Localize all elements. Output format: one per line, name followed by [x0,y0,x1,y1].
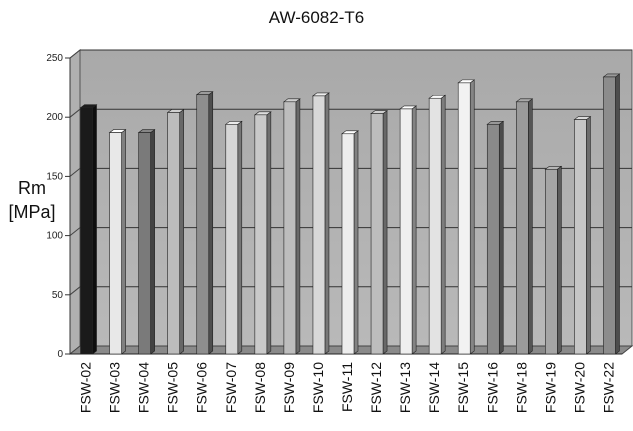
bar-side [295,98,301,355]
x-tick-label: FSW-14 [426,362,442,413]
side-wall [69,48,81,356]
bar-side [440,94,446,355]
bar [574,119,587,355]
y-tick-label: 150 [46,171,63,182]
y-tick-label: 50 [52,290,64,301]
bar-side [179,108,184,355]
x-tick-label: FSW-12 [368,362,384,413]
bar-side [324,92,330,355]
bar [225,124,239,355]
bar-side [92,104,97,355]
bar-side [208,91,214,355]
bar [516,101,529,355]
x-tick-label: FSW-07 [223,362,239,413]
y-axis-label-line1: Rm [18,178,46,198]
x-tick-label: FSW-09 [281,362,297,413]
y-axis-label: Rm [MPa] [2,176,62,224]
gridline-side [69,227,81,236]
x-tick-label: FSW-05 [165,362,181,413]
bar-side [469,79,475,355]
bar [399,108,413,355]
bar-side [528,98,533,355]
bar-side [411,105,417,355]
bar [486,124,500,355]
bar [341,133,355,355]
y-tick-label: 250 [46,53,63,64]
bar [80,107,93,355]
bar [545,168,558,355]
bar [138,132,151,355]
y-axis-label-line2: [MPa] [8,202,56,222]
bar [603,76,616,355]
bar [312,95,326,355]
x-tick-label: FSW-02 [78,362,94,413]
bar-side [150,128,155,355]
bar [196,94,210,355]
bar [109,132,122,355]
x-tick-label: FSW-22 [600,362,616,413]
bar-side [586,115,591,355]
bar [428,97,442,355]
x-tick-label: FSW-18 [513,362,529,413]
bar-side [615,73,620,355]
bar-side [237,120,243,355]
x-tick-label: FSW-19 [542,362,558,413]
y-tick-label: 200 [46,112,63,123]
gridline-side [69,168,81,177]
bar [283,101,297,355]
bar-side [382,110,388,355]
bar [370,113,384,355]
x-tick-label: FSW-03 [107,362,123,413]
x-tick-label: FSW-16 [484,362,500,413]
bar-side [353,130,359,355]
gridline-side [69,108,81,118]
gridline-side [69,49,81,59]
bar-side [266,111,272,355]
bar [167,112,180,355]
gridline-side [69,286,81,296]
x-tick-label: FSW-20 [571,362,587,413]
x-tick-label: FSW-04 [136,362,152,413]
x-tick-label: FSW-11 [339,362,355,412]
chart-title: AW-6082-T6 [268,8,365,27]
x-tick-label: FSW-10 [310,362,326,413]
y-tick-label: 100 [46,231,63,242]
bar [457,82,471,355]
x-tick-label: FSW-06 [194,362,210,413]
x-tick-label: FSW-08 [252,362,268,413]
x-tick-label: FSW-15 [455,362,471,413]
bar-side [498,120,504,355]
bar-side [557,165,562,355]
bar-side [121,128,126,355]
bar [254,114,268,355]
y-tick-label: 0 [57,349,63,360]
x-tick-label: FSW-13 [397,362,413,413]
